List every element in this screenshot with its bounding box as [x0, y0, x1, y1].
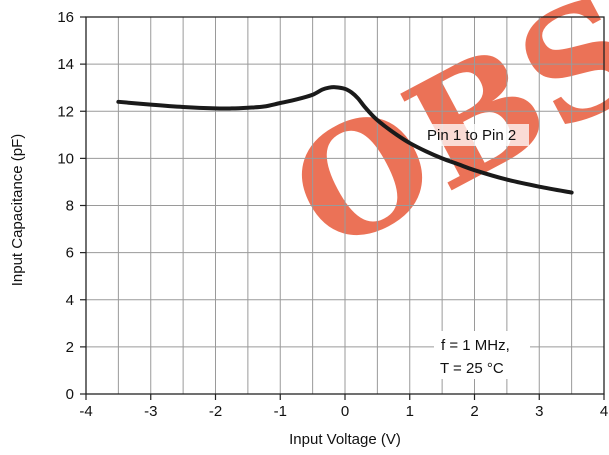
y-tick-label: 8 [66, 198, 74, 215]
y-tick-label: 12 [57, 103, 74, 120]
y-tick-label: 16 [57, 9, 74, 26]
x-axis-title: Input Voltage (V) [289, 431, 401, 448]
x-tick-label: -1 [274, 403, 287, 420]
series-label-background [423, 124, 529, 146]
y-tick-label: 14 [57, 56, 74, 73]
annotation-temperature: T = 25 °C [440, 360, 504, 377]
y-tick-label: 0 [66, 386, 74, 403]
y-tick-label: 10 [57, 150, 74, 167]
x-tick-label: 4 [600, 403, 608, 420]
y-axis-title: Input Capacitance (pF) [9, 134, 26, 287]
y-tick-label: 6 [66, 245, 74, 262]
x-tick-label: 0 [341, 403, 349, 420]
series-layer [116, 85, 574, 195]
x-tick-label: -2 [209, 403, 222, 420]
x-axis-ticks: -4 -3 -2 -1 0 1 2 3 4 [79, 394, 608, 420]
y-axis-ticks: 0 2 4 6 8 10 12 14 16 [57, 9, 86, 403]
x-tick-label: 1 [406, 403, 414, 420]
annotation-frequency: f = 1 MHz, [441, 337, 510, 354]
series-label: Pin 1 to Pin 2 [427, 127, 516, 144]
x-tick-label: 2 [470, 403, 478, 420]
x-tick-label: -4 [79, 403, 92, 420]
x-tick-label: 3 [535, 403, 543, 420]
series-line [116, 85, 574, 195]
annotation-background [434, 331, 530, 379]
x-tick-label: -3 [144, 403, 157, 420]
y-tick-label: 2 [66, 339, 74, 356]
y-tick-label: 4 [66, 292, 74, 309]
